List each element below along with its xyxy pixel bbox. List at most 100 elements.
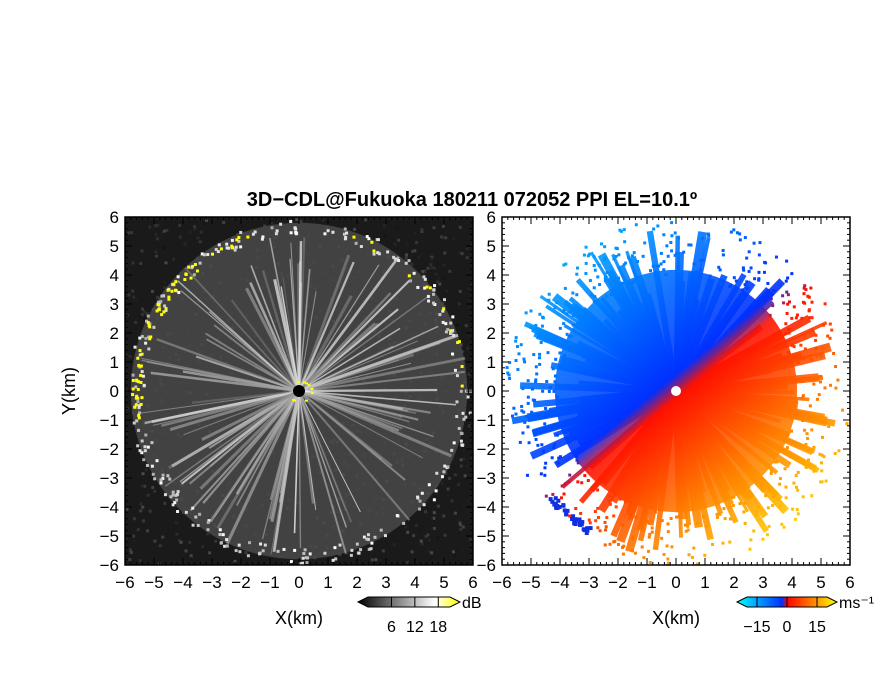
strong-echo-cell [370,240,374,244]
noise-cell [448,269,452,273]
rim-cell [140,439,144,443]
velocity-cell [659,262,663,266]
strong-echo-cell [237,236,241,240]
velocity-cell [584,272,588,276]
noise-cell [436,536,440,540]
velocity-cell [519,343,523,347]
rim-cell [392,255,396,259]
rim-cell [138,411,142,415]
velocity-cell [810,300,814,304]
velocity-cell [526,401,530,405]
noise-cell [163,501,167,505]
velocity-cell [547,389,551,393]
reflectivity-colorbar: 6 12 18 dB [356,595,482,636]
velocity-cell [728,517,732,521]
strong-echo-cell [133,405,137,409]
velocity-cell [731,503,735,507]
velocity-cell [699,268,703,272]
noise-cell [184,244,188,248]
velocity-cell [662,552,666,556]
noise-cell [433,266,437,270]
velocity-cell [815,397,819,401]
velocity-cell [507,373,511,377]
velocity-cell [721,541,725,545]
velocity-cell [582,253,586,257]
noise-cell [234,230,238,234]
rim-cell [423,286,427,290]
velocity-cell [604,528,608,532]
noise-cell [457,251,461,255]
noise-cell [200,230,204,234]
echo-beam [273,278,301,392]
rim-cell [289,231,293,235]
velocity-cell [580,481,584,485]
strong-echo-cell [134,403,138,407]
velocity-cell [785,290,789,294]
velocity-cell [534,365,538,369]
velocity-cell [787,300,791,304]
noise-cell [154,224,158,228]
noise-cell [161,535,165,539]
x-tick-label: 5 [439,573,448,592]
velocity-cell [782,301,786,305]
velocity-cell [572,519,577,524]
rim-cell [274,232,278,236]
rim-cell [168,477,172,481]
rim-cell [466,395,470,399]
velocity-cell [633,551,637,555]
velocity-cell [676,264,680,268]
rim-cell [258,551,262,555]
velocity-cell [804,288,808,292]
rim-cell [331,558,335,562]
strong-echo-cell [162,310,166,314]
velocity-cell [791,507,795,511]
velocity-cell [690,555,694,559]
strong-echo-cell [137,414,141,418]
velocity-cell [782,525,786,529]
noise-cell [430,255,434,259]
echo-beam [183,390,300,436]
noise-cell [159,232,163,236]
velocity-cell [801,379,805,383]
velocity-cell [541,389,545,393]
velocity-cell [584,531,589,536]
velocity-cell [517,352,521,356]
reflectivity-panel: −6 −5 −4 −3 −2 −1 0 1 2 3 4 5 6 6 5 4 3 2 1 0 −1 −2 −3 −4 −5 −6 X… [59,208,478,628]
rim-cell [302,551,306,555]
velocity-cell [664,273,668,277]
velocity-cell [544,461,548,465]
rim-cell [376,238,380,242]
rim-cell [427,299,431,303]
velocity-cell [575,272,579,276]
strong-echo-cell [147,323,151,327]
velocity-cell [551,367,555,371]
velocity-cell [514,339,518,343]
velocity-cell [538,352,542,356]
velocity-cell [533,432,537,436]
velocity-cell [642,556,646,560]
rim-cell [451,315,455,319]
velocity-cell [593,509,597,513]
velocity-cell [834,386,838,390]
velocity-cell [687,553,691,557]
noise-cell [437,277,441,281]
velocity-cell [809,286,813,290]
strong-echo-cell [235,238,239,242]
noise-cell [465,510,469,514]
noise-cell [129,355,133,359]
velocity-cell [692,546,696,550]
rim-cell [370,541,374,545]
velocity-cell [558,351,562,355]
y-tick-label: 6 [110,208,119,227]
noise-cell [183,241,187,245]
velocity-cell [618,497,622,501]
velocity-cell [692,262,696,266]
noise-cell [270,221,274,225]
noise-cell [406,530,410,534]
velocity-cell [631,535,635,539]
noise-cell [434,272,438,276]
reflectivity-colorbar-bar [356,596,462,608]
noise-cell [125,507,129,511]
velocity-cell [795,313,799,317]
